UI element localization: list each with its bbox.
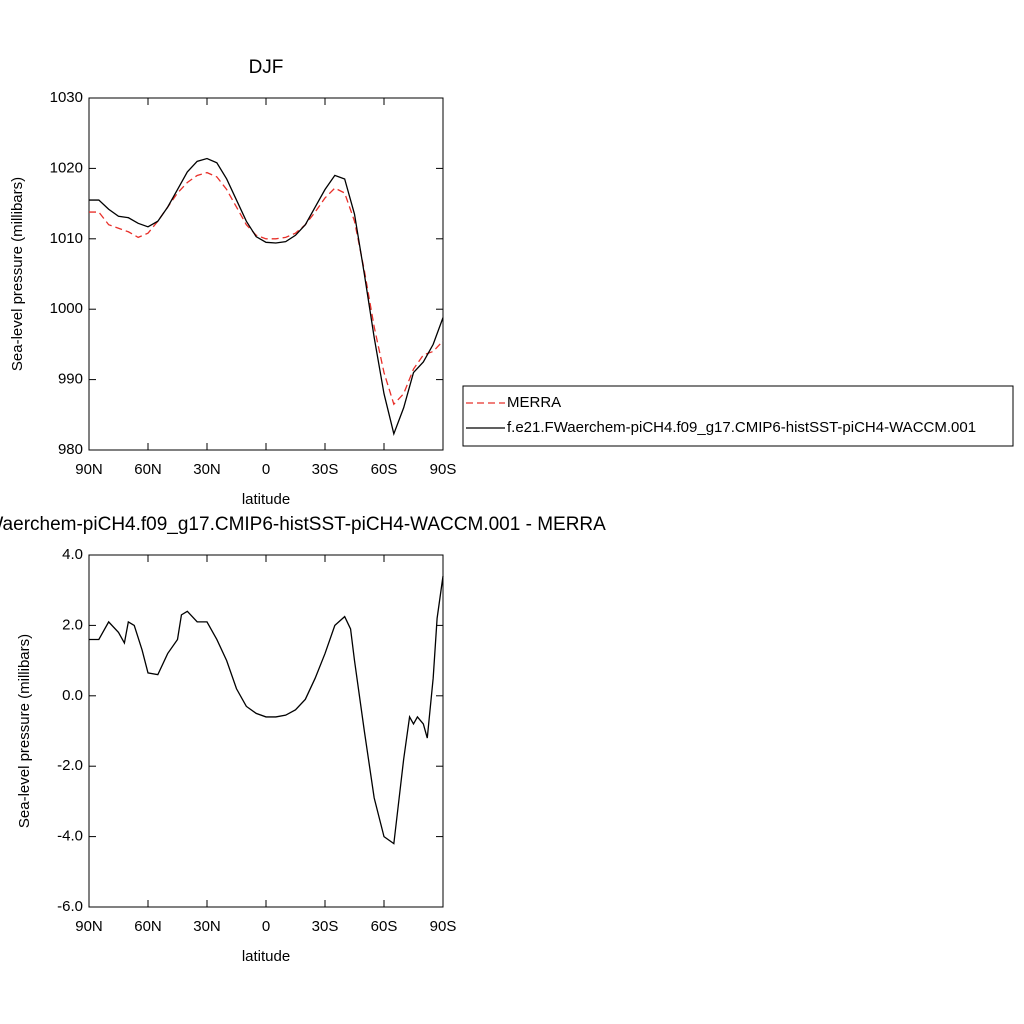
x-tick-label: 60N <box>134 461 162 478</box>
y-axis-label: Sea-level pressure (millibars) <box>16 634 33 828</box>
y-tick-label: 1000 <box>50 300 83 317</box>
x-tick-label: 30S <box>312 918 339 935</box>
y-tick-label: 4.0 <box>62 546 83 563</box>
x-tick-label: 30N <box>193 461 221 478</box>
data-line <box>89 157 444 437</box>
x-tick-label: 90S <box>430 461 457 478</box>
x-tick-label: 90S <box>430 918 457 935</box>
y-tick-label: -2.0 <box>57 757 83 774</box>
y-tick-label: -6.0 <box>57 898 83 915</box>
y-axis-label: Sea-level pressure (millibars) <box>9 177 26 371</box>
x-tick-label: 30N <box>193 918 221 935</box>
y-tick-label: 980 <box>58 441 83 458</box>
y-tick-label: 990 <box>58 371 83 388</box>
data-line <box>89 576 444 845</box>
plot-frame <box>88 554 444 908</box>
chart-title: f.e21.FWaerchem-piCH4.f09_g17.CMIP6-hist… <box>0 514 606 535</box>
x-tick-label: 0 <box>262 918 270 935</box>
y-tick-label: 2.0 <box>62 616 83 633</box>
legend-label: f.e21.FWaerchem-piCH4.f09_g17.CMIP6-hist… <box>507 419 976 436</box>
y-tick-label: 1010 <box>50 230 83 247</box>
x-tick-label: 60S <box>371 461 398 478</box>
y-tick-label: 1030 <box>50 89 83 106</box>
legend-box <box>462 385 1014 447</box>
x-tick-label: 90N <box>75 461 103 478</box>
legend-label: MERRA <box>507 394 561 411</box>
x-tick-label: 90N <box>75 918 103 935</box>
x-tick-label: 30S <box>312 461 339 478</box>
x-tick-label: 0 <box>262 461 270 478</box>
data-line <box>89 171 444 406</box>
chart-title: DJF <box>249 57 284 78</box>
x-axis-label: latitude <box>242 948 290 965</box>
x-axis-label: latitude <box>242 491 290 508</box>
x-tick-label: 60N <box>134 918 162 935</box>
y-tick-label: 1020 <box>50 159 83 176</box>
y-tick-label: -4.0 <box>57 828 83 845</box>
x-tick-label: 60S <box>371 918 398 935</box>
plot-frame <box>88 97 444 451</box>
y-tick-label: 0.0 <box>62 687 83 704</box>
